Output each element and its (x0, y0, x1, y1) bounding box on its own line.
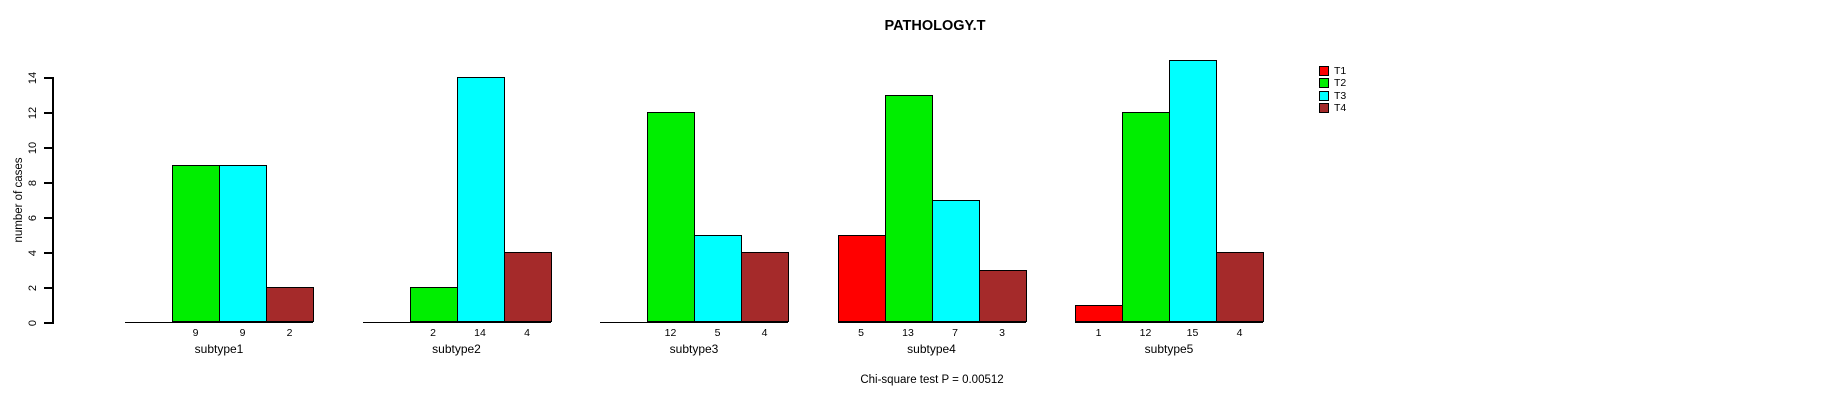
legend-label-T3: T3 (1334, 89, 1347, 102)
bar-T4-subtype3 (741, 252, 789, 322)
bar-value-label: 3 (999, 327, 1005, 339)
bar-T2-subtype5 (1122, 112, 1170, 322)
y-tick-mark (44, 77, 52, 79)
y-tick-mark (44, 147, 52, 149)
legend-label-T1: T1 (1334, 65, 1347, 77)
bar-value-label: 2 (286, 327, 293, 339)
legend-label-T4: T4 (1334, 102, 1347, 115)
y-tick-mark (44, 287, 52, 289)
bar-value-label: 4 (524, 327, 530, 339)
legend-swatch-T2 (1319, 78, 1329, 89)
y-axis-line (52, 77, 54, 324)
chi-square-annotation: Chi-square test P = 0.00512 (860, 374, 1004, 386)
bar-value-label: 14 (474, 327, 486, 339)
bar-T2-subtype3 (647, 112, 695, 322)
category-label-subtype2: subtype2 (432, 342, 481, 356)
y-tick-mark (44, 112, 52, 114)
bar-value-label: 9 (239, 327, 246, 339)
group-baseline (125, 321, 313, 323)
legend-swatch-T1 (1319, 66, 1329, 76)
y-tick-label: 0 (27, 319, 39, 326)
y-tick-mark (44, 322, 52, 324)
y-tick-mark (44, 182, 52, 184)
category-label-subtype5: subtype5 (1144, 342, 1194, 356)
bar-value-label: 12 (664, 327, 677, 339)
bar-T4-subtype2 (503, 252, 552, 322)
chart-title: PATHOLOGY.T (884, 18, 986, 34)
category-label-subtype4: subtype4 (907, 342, 956, 356)
y-tick-label: 6 (27, 214, 39, 221)
legend-label-T2: T2 (1334, 77, 1347, 90)
y-tick-mark (44, 252, 52, 254)
y-tick-label: 8 (27, 179, 39, 186)
y-tick-label: 10 (27, 141, 39, 154)
legend-swatch-T4 (1319, 103, 1329, 114)
bar-T3-subtype4 (931, 199, 980, 322)
bar-T2-subtype2 (409, 287, 458, 322)
bar-value-label: 2 (430, 327, 436, 339)
bar-value-label: 13 (902, 327, 914, 339)
category-label-subtype1: subtype1 (194, 342, 244, 356)
bar-value-label: 9 (192, 327, 199, 339)
bar-T2-subtype1 (172, 164, 220, 322)
y-tick-label: 2 (27, 284, 39, 291)
bar-T3-subtype5 (1169, 59, 1217, 322)
group-baseline (362, 321, 551, 323)
y-tick-label: 4 (27, 249, 39, 256)
bar-T4-subtype1 (266, 287, 314, 322)
bar-value-label: 4 (761, 327, 768, 339)
bar-value-label: 1 (1095, 327, 1102, 339)
bar-T3-subtype1 (219, 164, 267, 322)
y-tick-mark (44, 217, 52, 219)
bar-value-label: 15 (1186, 327, 1199, 339)
bar-T1-subtype4 (837, 234, 886, 322)
legend-swatch-T3 (1319, 90, 1329, 101)
group-baseline (837, 321, 1026, 323)
bar-T4-subtype5 (1216, 252, 1264, 322)
bar-value-label: 7 (952, 327, 958, 339)
bar-T2-subtype4 (884, 94, 933, 322)
bar-value-label: 5 (858, 327, 864, 339)
bar-value-label: 12 (1139, 327, 1152, 339)
y-axis-title: number of cases (13, 157, 25, 243)
category-label-subtype3: subtype3 (669, 342, 719, 356)
bar-T1-subtype5 (1075, 304, 1123, 322)
group-baseline (600, 321, 788, 323)
y-tick-label: 14 (27, 71, 39, 84)
y-tick-label: 12 (27, 106, 39, 119)
bar-value-label: 4 (1236, 327, 1243, 339)
bar-value-label: 5 (714, 327, 721, 339)
bar-T4-subtype4 (978, 269, 1027, 322)
bar-T3-subtype2 (456, 77, 505, 322)
bar-T3-subtype3 (694, 234, 742, 322)
group-baseline (1075, 321, 1263, 323)
